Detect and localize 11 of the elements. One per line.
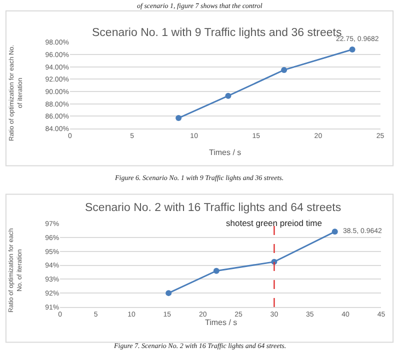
chart-title: Scenario No. 2 with 16 Traffic lights and 64 streets bbox=[85, 202, 342, 214]
ref-line-label: shotest green preiod time bbox=[226, 218, 322, 228]
point bbox=[332, 228, 338, 235]
point bbox=[166, 290, 172, 296]
x-axis-title: Times / s bbox=[205, 318, 238, 327]
point bbox=[225, 92, 232, 99]
point bbox=[349, 46, 356, 52]
point bbox=[281, 66, 288, 73]
point bbox=[176, 115, 182, 122]
point bbox=[213, 268, 220, 274]
x-axis-title: Times / s bbox=[209, 148, 242, 157]
